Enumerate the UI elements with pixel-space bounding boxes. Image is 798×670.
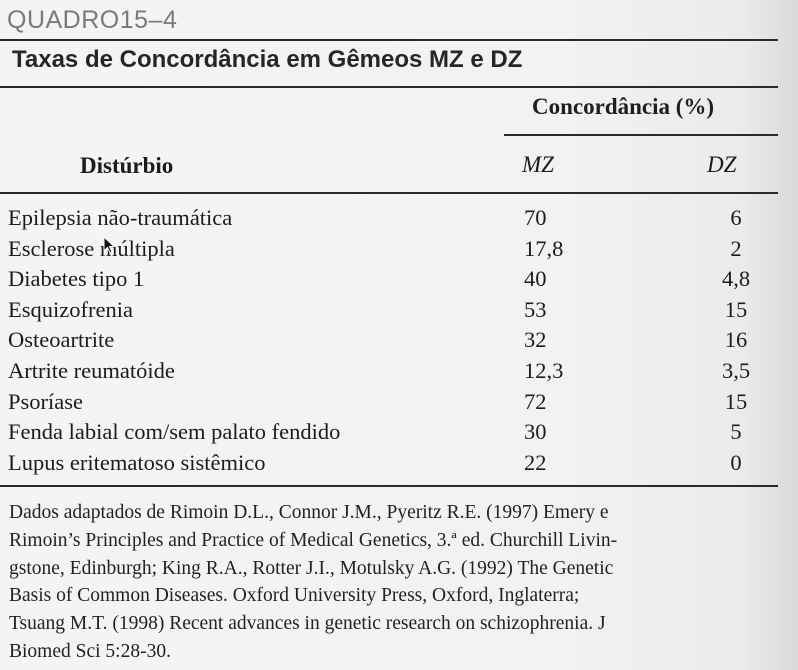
source-note-line: Dados adaptados de Rimoin D.L., Connor J…	[9, 502, 609, 523]
source-note-line: Rimoin’s Principles and Practice of Medi…	[9, 529, 618, 551]
dz-cell: 5	[730, 419, 742, 445]
mz-cell: 30	[524, 419, 547, 445]
table-row: Fenda labial com/sem palato fendido 30 5	[0, 418, 790, 449]
disorder-cell: Esclerose múltipla	[8, 235, 175, 261]
dz-cell: 2	[730, 235, 742, 261]
table-row: Psoríase 72 15	[0, 388, 790, 419]
table-label: QUADRO15–4	[7, 6, 178, 34]
mz-cell: 32	[524, 327, 547, 353]
source-note-line: Basis of Common Diseases. Oxford Univers…	[9, 585, 580, 607]
table-row: Artrite reumatóide 12,3 3,5	[0, 357, 790, 388]
table-body: Epilepsia não-traumática 70 6 Esclerose …	[0, 204, 790, 479]
table-row: Esclerose múltipla 17,8 2	[0, 235, 790, 266]
table-title: Taxas de Concordância em Gêmeos MZ e DZ	[12, 46, 523, 73]
arrow-pointer-icon	[103, 236, 115, 254]
disorder-cell: Artrite reumatóide	[8, 357, 175, 383]
top-rule	[0, 39, 778, 41]
table-row: Osteoartrite 32 16	[0, 326, 790, 357]
dz-cell: 3,5	[721, 357, 751, 383]
mz-cell: 22	[524, 449, 547, 475]
disorder-cell: Osteoartrite	[8, 327, 115, 353]
table-row: Epilepsia não-traumática 70 6	[0, 204, 790, 235]
title-rule	[0, 86, 778, 88]
column-header-mz: MZ	[522, 152, 554, 177]
group-header-rule	[504, 134, 778, 136]
source-note-line: Biomed Sci 5:28-30.	[9, 640, 171, 662]
bottom-rule	[0, 485, 778, 487]
dz-cell: 15	[724, 388, 748, 414]
disorder-cell: Esquizofrenia	[8, 296, 133, 322]
concordance-group-header: Concordância (%)	[532, 94, 715, 119]
table-row: Diabetes tipo 1 40 4,8	[0, 265, 790, 296]
disorder-cell: Epilepsia não-traumática	[8, 205, 233, 230]
source-note-line: gstone, Edinburgh; King R.A., Rotter J.I…	[9, 557, 614, 579]
source-note: Dados adaptados de Rimoin D.L., Connor J…	[9, 499, 798, 666]
disorder-cell: Diabetes tipo 1	[8, 266, 145, 292]
mz-cell: 53	[524, 296, 547, 322]
mz-cell: 40	[524, 266, 547, 292]
dz-cell: 6	[730, 205, 742, 230]
dz-cell: 0	[730, 449, 742, 475]
table-row: Lupus eritematoso sistêmico 22 0	[0, 449, 790, 480]
table-row: Esquizofrenia 53 15	[0, 296, 790, 327]
dz-cell: 4,8	[721, 266, 751, 292]
header-rule	[0, 192, 778, 194]
source-note-line: Tsuang M.T. (1998) Recent advances in ge…	[9, 613, 606, 635]
disorder-cell: Fenda labial com/sem palato fendido	[8, 419, 341, 445]
dz-cell: 15	[724, 296, 748, 322]
mz-cell: 70	[524, 205, 547, 230]
column-header-disorder: Distúrbio	[80, 153, 174, 178]
mz-cell: 12,3	[524, 357, 564, 383]
mz-cell: 17,8	[524, 235, 564, 261]
dz-cell: 16	[724, 327, 748, 353]
disorder-cell: Lupus eritematoso sistêmico	[8, 449, 266, 475]
disorder-cell: Psoríase	[8, 388, 83, 414]
mz-cell: 72	[524, 388, 547, 414]
column-header-dz: DZ	[707, 152, 737, 177]
